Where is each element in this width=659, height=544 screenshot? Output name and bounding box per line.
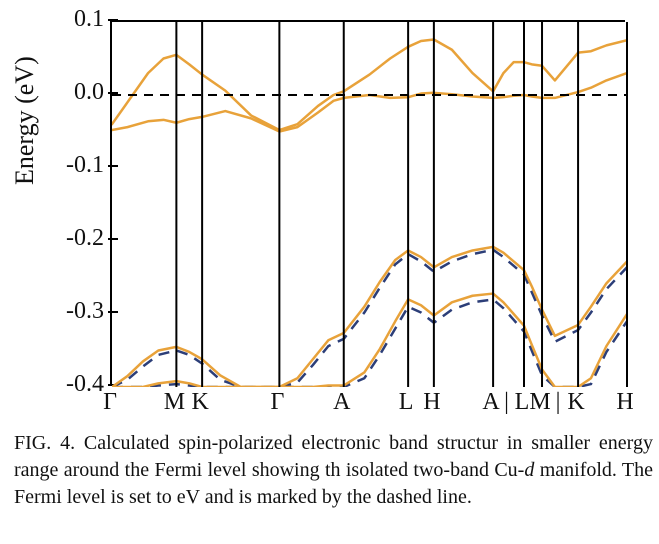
xtick-label: M — [529, 389, 550, 416]
figure-caption: FIG. 4. Calculated spin-polarized electr… — [14, 430, 653, 511]
ytick-label: -0.2 — [34, 225, 104, 252]
caption-italic: d — [524, 459, 534, 481]
xtick-label: L — [515, 389, 530, 416]
band-solid — [112, 73, 627, 131]
xtick-label: | — [504, 389, 509, 416]
xtick-label: M — [164, 389, 185, 416]
band-structure-plot — [112, 22, 627, 387]
ytick-label: 0.1 — [34, 6, 104, 33]
xtick-label: Γ — [103, 389, 117, 416]
plot-area — [110, 20, 625, 385]
figure-container: Energy (eV) -0.4-0.3-0.2-0.10.00.1 ΓMKΓA… — [0, 0, 659, 544]
xtick-label: | — [556, 389, 561, 416]
ytick-label: -0.1 — [34, 152, 104, 179]
caption-prefix: FIG. 4. — [14, 432, 84, 454]
xtick-label: Γ — [270, 389, 284, 416]
ytick-label: 0.0 — [34, 79, 104, 106]
band-solid — [112, 40, 627, 131]
band-dashed — [112, 299, 627, 387]
xtick-label: A — [333, 389, 350, 416]
xtick-label: H — [616, 389, 633, 416]
xtick-label: L — [399, 389, 414, 416]
ytick-label: -0.4 — [34, 371, 104, 398]
ytick-label: -0.3 — [34, 298, 104, 325]
xtick-label: H — [423, 389, 440, 416]
band-solid — [112, 294, 627, 387]
xtick-label: K — [567, 389, 584, 416]
xtick-label: A — [482, 389, 499, 416]
xtick-label: K — [191, 389, 208, 416]
